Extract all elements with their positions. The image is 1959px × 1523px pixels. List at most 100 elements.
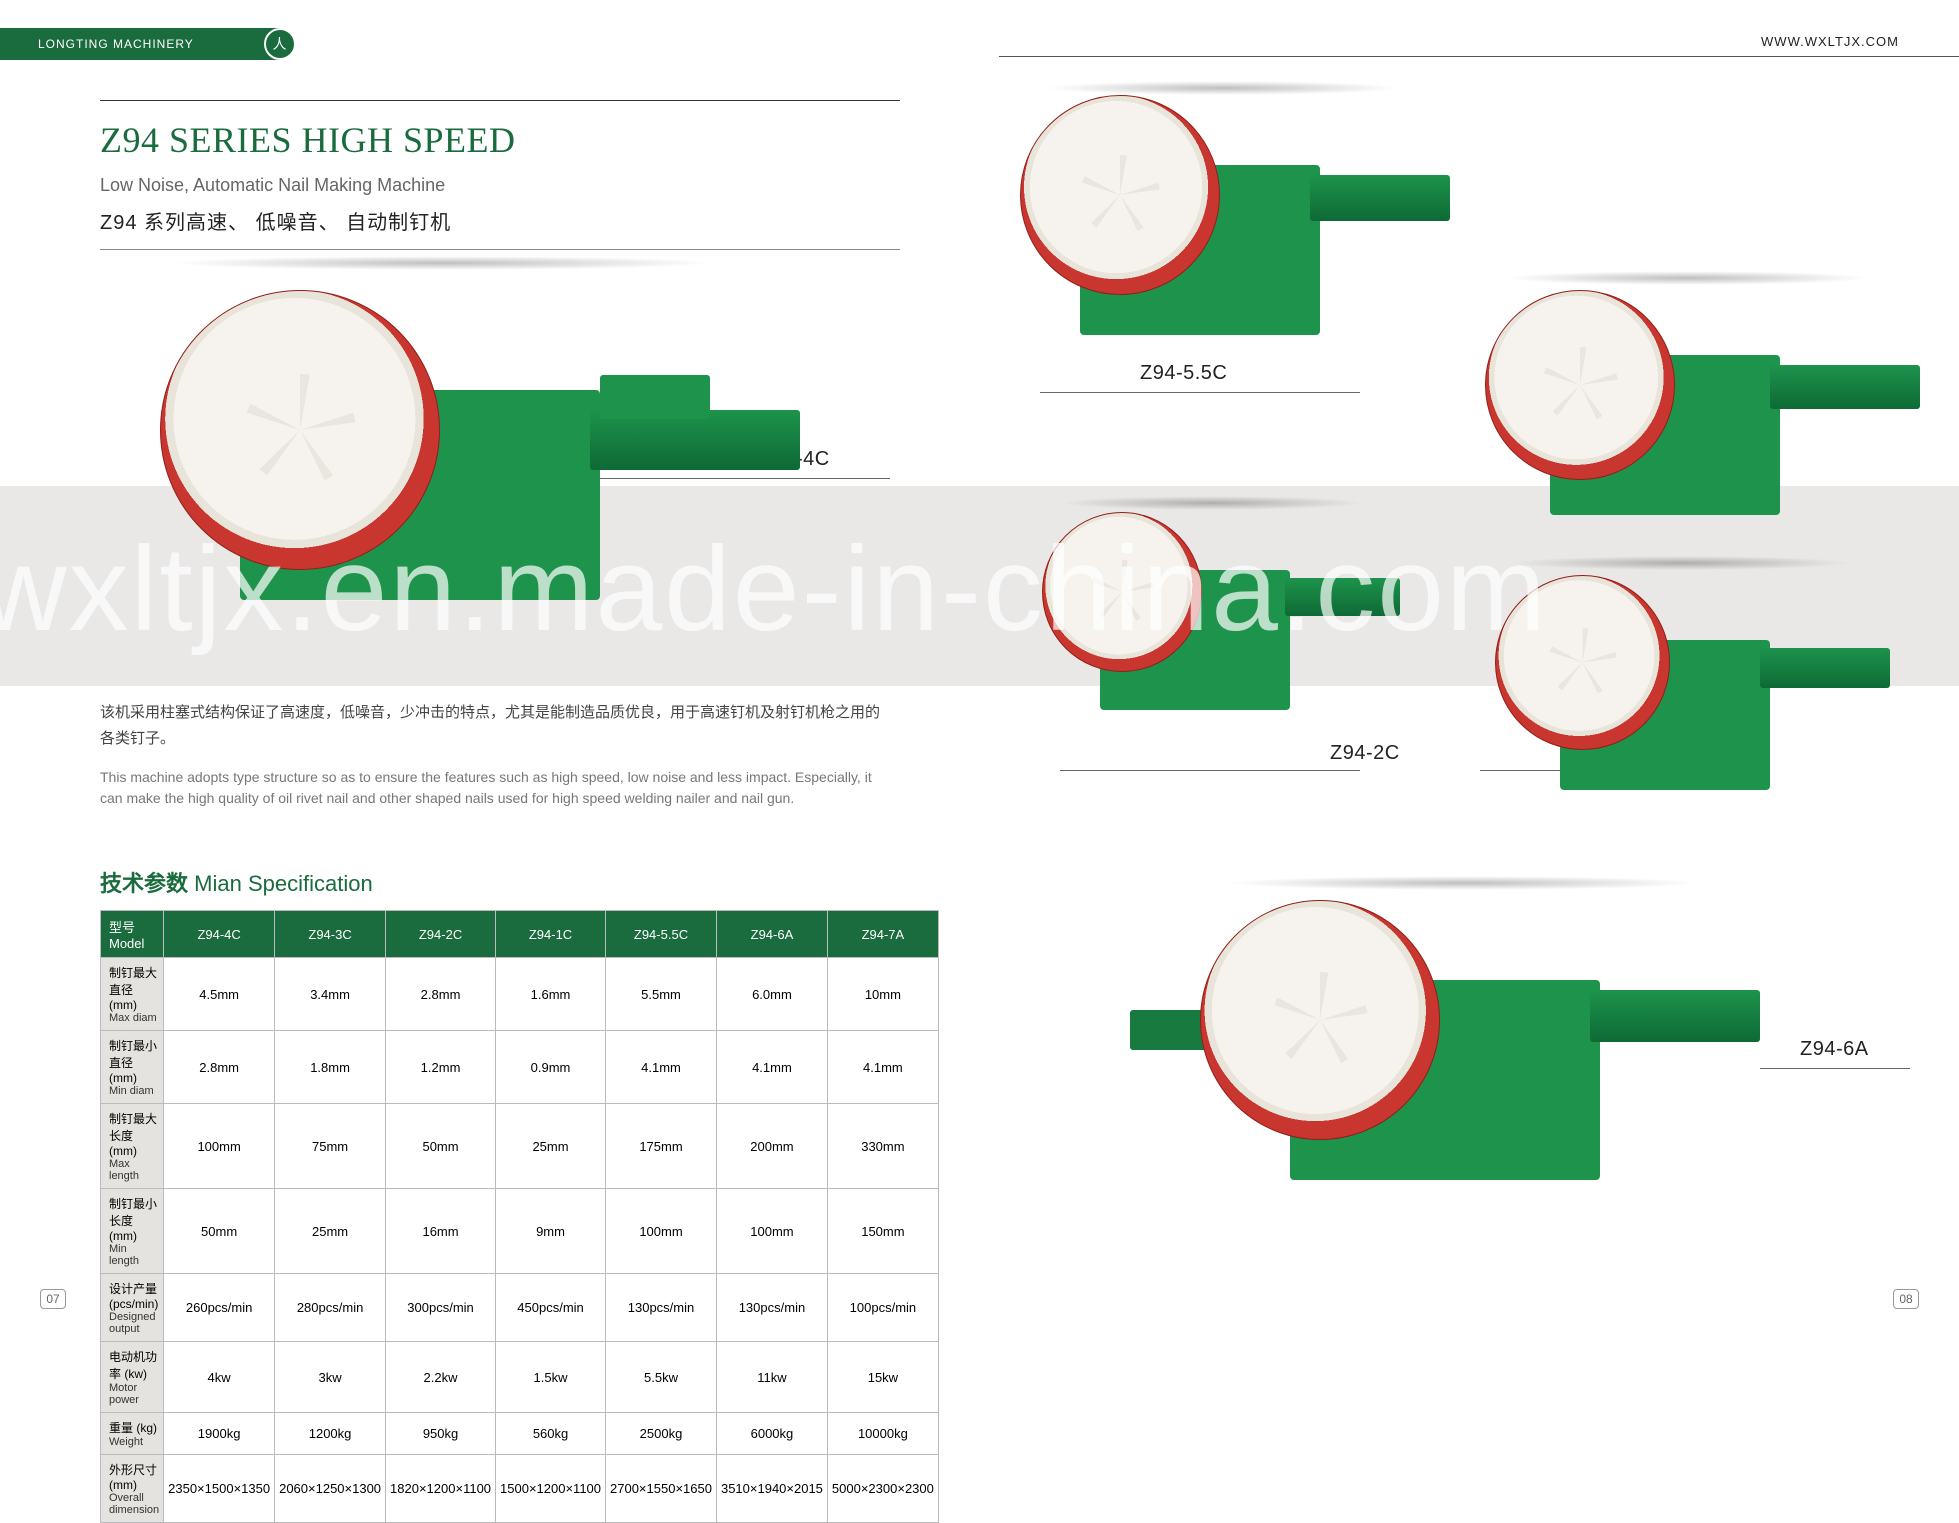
spec-cell: 4kw bbox=[164, 1342, 275, 1413]
label-rule-6a bbox=[1760, 1068, 1910, 1069]
spec-corner: 型号Model bbox=[101, 911, 164, 958]
spec-cell: 1500×1200×1100 bbox=[496, 1455, 606, 1523]
spec-cell: 50mm bbox=[386, 1104, 496, 1189]
spec-cell: 950kg bbox=[386, 1413, 496, 1455]
spec-row-header: 外形尺寸 (mm)Overall dimension bbox=[101, 1455, 164, 1523]
title-rule-bottom bbox=[100, 249, 900, 250]
spec-col-header: Z94-3C bbox=[275, 911, 386, 958]
spec-cell: 100pcs/min bbox=[827, 1274, 938, 1342]
spec-cell: 4.1mm bbox=[716, 1031, 827, 1104]
spec-cell: 2060×1250×1300 bbox=[275, 1455, 386, 1523]
spec-cell: 1900kg bbox=[164, 1413, 275, 1455]
table-row: 电动机功率 (kw)Motor power4kw3kw2.2kw1.5kw5.5… bbox=[101, 1342, 939, 1413]
spec-cell: 2.8mm bbox=[386, 958, 496, 1031]
left-page: Z94 SERIES HIGH SPEED Low Noise, Automat… bbox=[100, 100, 900, 250]
spec-cell: 1.6mm bbox=[496, 958, 606, 1031]
spec-cell: 150mm bbox=[827, 1189, 938, 1274]
spec-cell: 5000×2300×2300 bbox=[827, 1455, 938, 1523]
brand-logo-icon: 人 bbox=[264, 28, 296, 60]
page-number-left: 07 bbox=[40, 1289, 66, 1309]
spec-cell: 3kw bbox=[275, 1342, 386, 1413]
spec-cell: 5.5kw bbox=[606, 1342, 717, 1413]
spec-cell: 1.8mm bbox=[275, 1031, 386, 1104]
spec-row-header: 制钉最大长度 (mm)Max length bbox=[101, 1104, 164, 1189]
spec-cell: 1200kg bbox=[275, 1413, 386, 1455]
spec-cell: 2700×1550×1650 bbox=[606, 1455, 717, 1523]
machine-z94-2c bbox=[1030, 500, 1390, 730]
spec-col-header: Z94-6A bbox=[716, 911, 827, 958]
spec-cell: 3510×1940×2015 bbox=[716, 1455, 827, 1523]
title-rule-top bbox=[100, 100, 900, 101]
spec-cell: 6000kg bbox=[716, 1413, 827, 1455]
spec-col-header: Z94-2C bbox=[386, 911, 496, 958]
spec-col-header: Z94-4C bbox=[164, 911, 275, 958]
label-z94-2c: Z94-2C bbox=[1330, 742, 1400, 765]
spec-cell: 5.5mm bbox=[606, 958, 717, 1031]
spec-cell: 15kw bbox=[827, 1342, 938, 1413]
spec-cell: 16mm bbox=[386, 1189, 496, 1274]
spec-col-header: Z94-7A bbox=[827, 911, 938, 958]
machine-z94-3c bbox=[1470, 275, 1900, 535]
spec-cell: 4.5mm bbox=[164, 958, 275, 1031]
spec-cell: 330mm bbox=[827, 1104, 938, 1189]
spec-cell: 2350×1500×1350 bbox=[164, 1455, 275, 1523]
spec-title-en: Mian Specification bbox=[194, 871, 373, 896]
spec-cell: 130pcs/min bbox=[716, 1274, 827, 1342]
spec-block: 技术参数 Mian Specification 型号ModelZ94-4CZ94… bbox=[100, 866, 920, 1523]
spec-cell: 10mm bbox=[827, 958, 938, 1031]
table-row: 制钉最大长度 (mm)Max length100mm75mm50mm25mm17… bbox=[101, 1104, 939, 1189]
spec-cell: 25mm bbox=[496, 1104, 606, 1189]
spec-cell: 10000kg bbox=[827, 1413, 938, 1455]
spec-cell: 450pcs/min bbox=[496, 1274, 606, 1342]
description-cn: 该机采用柱塞式结构保证了高速度，低噪音，少冲击的特点，尤其是能制造品质优良，用于… bbox=[100, 700, 880, 751]
table-row: 制钉最小长度 (mm)Min length50mm25mm16mm9mm100m… bbox=[101, 1189, 939, 1274]
spec-cell: 100mm bbox=[164, 1104, 275, 1189]
header-rule bbox=[999, 56, 1959, 57]
label-rule-55c bbox=[1040, 392, 1360, 393]
spec-cell: 9mm bbox=[496, 1189, 606, 1274]
spec-title: 技术参数 Mian Specification bbox=[100, 866, 920, 898]
machine-z94-4c bbox=[120, 260, 760, 620]
label-z94-5-5c: Z94-5.5C bbox=[1140, 362, 1227, 385]
spec-title-cn: 技术参数 bbox=[100, 871, 188, 896]
spec-cell: 130pcs/min bbox=[606, 1274, 717, 1342]
spec-table: 型号ModelZ94-4CZ94-3CZ94-2CZ94-1CZ94-5.5CZ… bbox=[100, 910, 939, 1523]
spec-cell: 4.1mm bbox=[827, 1031, 938, 1104]
spec-cell: 260pcs/min bbox=[164, 1274, 275, 1342]
spec-col-header: Z94-1C bbox=[496, 911, 606, 958]
table-row: 重量 (kg)Weight1900kg1200kg950kg560kg2500k… bbox=[101, 1413, 939, 1455]
spec-cell: 50mm bbox=[164, 1189, 275, 1274]
description-block: 该机采用柱塞式结构保证了高速度，低噪音，少冲击的特点，尤其是能制造品质优良，用于… bbox=[100, 700, 880, 809]
subtitle-en: Low Noise, Automatic Nail Making Machine bbox=[100, 175, 900, 196]
label-z94-6a: Z94-6A bbox=[1800, 1038, 1869, 1061]
table-row: 外形尺寸 (mm)Overall dimension2350×1500×1350… bbox=[101, 1455, 939, 1523]
spec-cell: 2.8mm bbox=[164, 1031, 275, 1104]
spec-cell: 75mm bbox=[275, 1104, 386, 1189]
machine-z94-5-5c bbox=[1010, 85, 1430, 355]
header-url: WWW.WXLTJX.COM bbox=[1761, 34, 1899, 49]
page-number-right: 08 bbox=[1893, 1289, 1919, 1309]
spec-row-header: 制钉最小直径 (mm)Min diam bbox=[101, 1031, 164, 1104]
page-title: Z94 SERIES HIGH SPEED bbox=[100, 119, 900, 161]
table-row: 设计产量 (pcs/min)Designed output260pcs/min2… bbox=[101, 1274, 939, 1342]
spec-cell: 280pcs/min bbox=[275, 1274, 386, 1342]
spec-cell: 300pcs/min bbox=[386, 1274, 496, 1342]
spec-cell: 4.1mm bbox=[606, 1031, 717, 1104]
brand-text: LONGTING MACHINERY bbox=[38, 37, 194, 51]
spec-col-header: Z94-5.5C bbox=[606, 911, 717, 958]
spec-cell: 175mm bbox=[606, 1104, 717, 1189]
spec-cell: 1.2mm bbox=[386, 1031, 496, 1104]
description-en: This machine adopts type structure so as… bbox=[100, 767, 880, 809]
spec-cell: 25mm bbox=[275, 1189, 386, 1274]
spec-cell: 100mm bbox=[716, 1189, 827, 1274]
label-rule-2c bbox=[1060, 770, 1360, 771]
table-row: 制钉最小直径 (mm)Min diam2.8mm1.8mm1.2mm0.9mm4… bbox=[101, 1031, 939, 1104]
spec-row-header: 制钉最大直径 (mm)Max diam bbox=[101, 958, 164, 1031]
spec-row-header: 设计产量 (pcs/min)Designed output bbox=[101, 1274, 164, 1342]
subtitle-cn: Z94 系列高速、 低噪音、 自动制钉机 bbox=[100, 206, 900, 235]
spec-row-header: 电动机功率 (kw)Motor power bbox=[101, 1342, 164, 1413]
spec-cell: 2.2kw bbox=[386, 1342, 496, 1413]
spec-cell: 200mm bbox=[716, 1104, 827, 1189]
spec-row-header: 重量 (kg)Weight bbox=[101, 1413, 164, 1455]
table-row: 制钉最大直径 (mm)Max diam4.5mm3.4mm2.8mm1.6mm5… bbox=[101, 958, 939, 1031]
